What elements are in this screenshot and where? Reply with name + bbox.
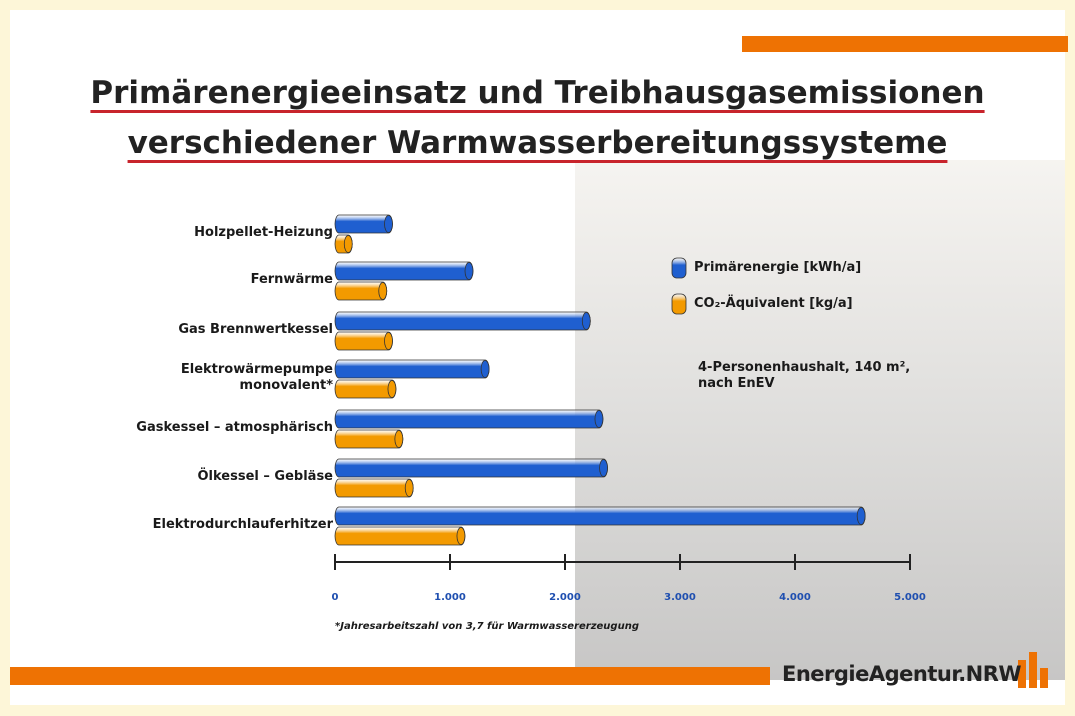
bar-cap: [385, 333, 393, 350]
y-tick-label: Elektrowärmepumpe monovalent*: [181, 362, 333, 394]
bar-cap: [457, 528, 465, 545]
x-tick-label: 1.000: [434, 592, 466, 603]
x-tick-label: 5.000: [894, 592, 926, 603]
legend-label: Primärenergie [kWh/a]: [694, 260, 861, 275]
bar-cap: [385, 216, 393, 233]
bar: [335, 332, 393, 350]
legend-label: CO₂-Äquivalent [kg/a]: [694, 296, 853, 311]
accent-bar: [742, 36, 1068, 52]
bar-cap: [600, 460, 608, 477]
bar: [335, 410, 603, 428]
x-tick-label: 2.000: [549, 592, 581, 603]
legend-swatch: [672, 294, 686, 314]
chart-title: Primärenergieeinsatz und Treibhausgasemi…: [0, 68, 1075, 168]
legend-swatch: [672, 258, 686, 278]
y-tick-label: Holzpellet-Heizung: [194, 225, 333, 241]
bar-cap: [465, 263, 473, 280]
footer-bar: [10, 667, 770, 685]
bar-cap: [395, 431, 403, 448]
bar: [335, 507, 865, 525]
bar: [335, 479, 413, 497]
annotation: 4-Personenhaushalt, 140 m², nach EnEV: [698, 360, 910, 392]
bar-cap: [582, 313, 590, 330]
logo: EnergieAgentur.NRW: [782, 662, 1021, 686]
y-tick-label: Elektrodurchlauferhitzer: [153, 517, 333, 533]
bar-cap: [481, 361, 489, 378]
y-tick-label: Gaskessel – atmosphärisch: [136, 420, 333, 436]
y-tick-label: Ölkessel – Gebläse: [198, 469, 334, 485]
bar: [335, 459, 608, 477]
bar-cap: [857, 508, 865, 525]
bar-cap: [388, 381, 396, 398]
x-tick-label: 3.000: [664, 592, 696, 603]
slide: 0 1.000 2.000 3.000 4.000 5.000 Primärenergie…: [0, 0, 1075, 716]
y-tick-label: Gas Brennwertkessel: [178, 322, 333, 338]
bar-cap: [344, 236, 352, 253]
bar-cap: [595, 411, 603, 428]
bar: [335, 360, 489, 378]
bar: [335, 215, 393, 233]
x-tick-label: 4.000: [779, 592, 811, 603]
bar: [335, 527, 465, 545]
footnote: *Jahresarbeitszahl von 3,7 für Warmwasse…: [335, 621, 639, 632]
y-tick-label: Fernwärme: [251, 272, 333, 288]
bar: [335, 312, 590, 330]
bar-cap: [379, 283, 387, 300]
x-tick-label: 0: [332, 592, 339, 603]
photo: [575, 160, 1065, 680]
bar-cap: [405, 480, 413, 497]
bar: [335, 430, 403, 448]
bar: [335, 380, 396, 398]
bar: [335, 262, 473, 280]
